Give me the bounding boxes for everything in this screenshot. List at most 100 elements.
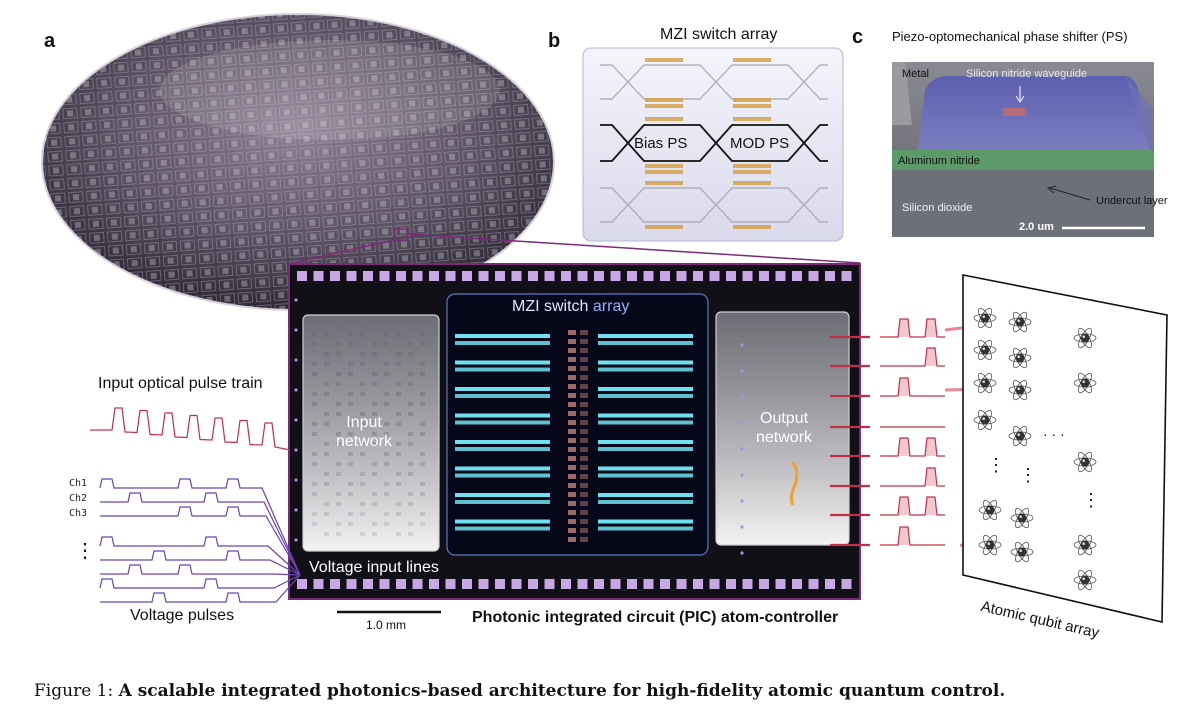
mzi-waveguide-bar [598, 466, 693, 471]
input-network-element [372, 532, 377, 536]
mzi-center-element [580, 474, 588, 479]
input-network-element [372, 382, 377, 386]
input-network-element [408, 432, 413, 436]
chip-pad [528, 579, 538, 589]
chip-pad [330, 579, 340, 589]
mzi-center-element [580, 447, 588, 452]
input-network-element [420, 512, 425, 516]
zoom-line-left [291, 239, 395, 264]
chip-pad [693, 579, 703, 589]
input-network-element [372, 492, 377, 496]
chip-side-dot [740, 525, 744, 529]
chip-pad [660, 271, 670, 281]
mzi-center-element [580, 402, 588, 407]
mzi-center-element [580, 366, 588, 371]
chip-pad [594, 271, 604, 281]
mzi-waveguide-bar [598, 447, 693, 451]
mzi-center-element [580, 519, 588, 524]
zoom-line-right [406, 233, 861, 264]
mzi-center-element [568, 339, 576, 344]
channel-ellipsis: ⋮ [75, 540, 95, 562]
chip-side-dot [740, 473, 744, 477]
mzi-center-element [568, 366, 576, 371]
atom-icon [1008, 425, 1032, 447]
input-network-element [336, 502, 341, 506]
mzi-waveguide-bar [455, 387, 550, 391]
input-network-element [360, 392, 365, 396]
chip-side-dot [294, 418, 298, 422]
input-network-element [384, 492, 389, 496]
input-network-element [420, 492, 425, 496]
input-network-element [420, 392, 425, 396]
input-network-element [324, 392, 329, 396]
mzi-waveguide-bar [455, 519, 550, 524]
input-network-element [372, 432, 377, 436]
input-network-element [372, 372, 377, 376]
mzi-schematic [582, 47, 844, 242]
input-network-element [324, 382, 329, 386]
input-network-element [348, 452, 353, 456]
input-network-element [336, 532, 341, 536]
mzi-waveguide-bar [598, 440, 693, 444]
input-network-element [336, 372, 341, 376]
mzi-waveguide-bar [598, 413, 693, 418]
voltage-pulse-trace [100, 564, 301, 576]
chip-mzi-label-part1: MZI switch [512, 298, 593, 315]
mzi-center-element [580, 375, 588, 380]
input-network-element [384, 342, 389, 346]
chip-pad [610, 271, 621, 281]
mzi-center-element [580, 357, 588, 362]
sem-waveguide-label: Silicon nitride waveguide [966, 68, 1088, 80]
atom-icon [1010, 507, 1034, 529]
output-pulse [880, 377, 945, 397]
chip-pad [775, 579, 786, 589]
voltage-input-lines-label: Voltage input lines [309, 559, 439, 576]
mzi-waveguide-bar [598, 500, 693, 504]
input-network-element [396, 332, 401, 336]
input-network-element [312, 432, 317, 436]
input-network-element [312, 392, 317, 396]
chip-pad [726, 579, 736, 589]
mzi-waveguide-bar [455, 440, 550, 444]
input-network-element [384, 372, 389, 376]
output-network-label: Output network [756, 410, 813, 446]
atom-icon [973, 307, 997, 329]
chip-side-dot [294, 448, 298, 452]
chip-pad [346, 271, 357, 281]
input-network-element [360, 322, 365, 326]
sem-title: Piezo-optomechanical phase shifter (PS) [892, 29, 1128, 44]
input-network-element [396, 512, 401, 516]
caption-prefix: Figure 1: [34, 681, 119, 701]
chip-pad [709, 271, 720, 281]
input-network-element [372, 412, 377, 416]
mzi-center-element [568, 384, 576, 389]
voltage-pulse-trace [99, 574, 301, 589]
output-pulse [880, 318, 945, 338]
output-pulse [880, 496, 945, 516]
chip-pad [825, 271, 835, 281]
mzi-center-element [580, 393, 588, 398]
optical-pulse-train [90, 407, 291, 451]
input-network-element [372, 322, 377, 326]
input-network-element [324, 502, 329, 506]
output-pulse [880, 467, 945, 487]
input-network-element [396, 322, 401, 326]
chip-pad [412, 579, 423, 589]
input-network-element [372, 462, 377, 466]
mzi-waveguide-bar [598, 360, 693, 365]
mzi-center-element [568, 330, 576, 335]
atom-icon [978, 534, 1002, 556]
mzi-center-element [580, 438, 588, 443]
chip-pad [396, 271, 406, 281]
input-network-element [348, 462, 353, 466]
atom-icon [1010, 541, 1034, 563]
chip-side-dot [740, 499, 744, 503]
mzi-waveguide-bar [598, 367, 693, 372]
input-network-element [336, 412, 341, 416]
input-network-element [324, 532, 329, 536]
channel-label-1: Ch1 [69, 478, 88, 489]
input-network-element [348, 482, 353, 486]
chip-pad [841, 579, 852, 589]
mod-ps-label: MOD PS [730, 135, 790, 152]
input-network-element [324, 422, 329, 426]
